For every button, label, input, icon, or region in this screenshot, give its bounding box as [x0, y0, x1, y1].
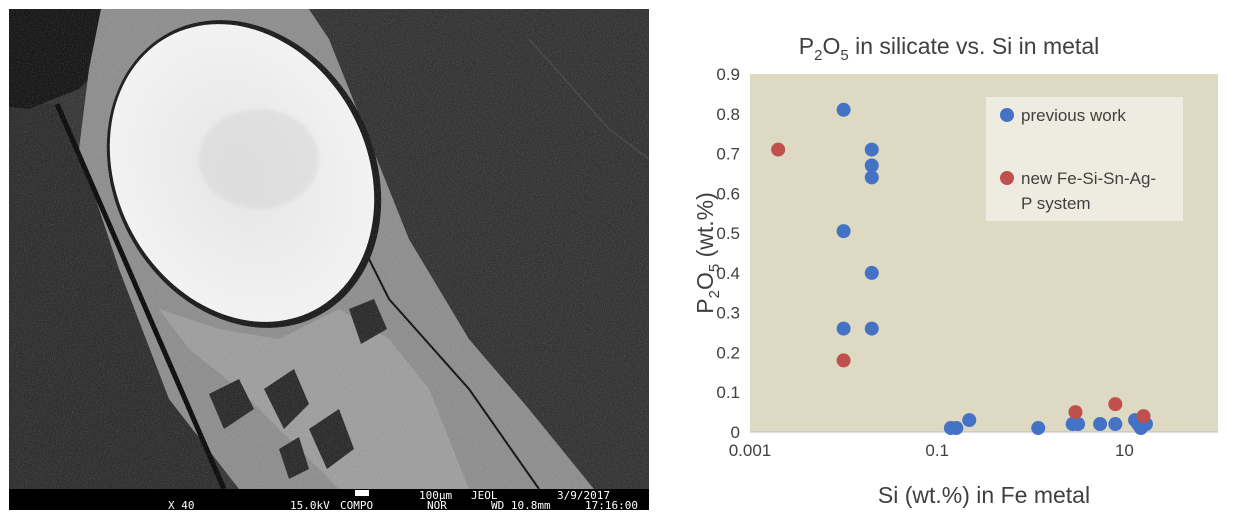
x-tick-label: 10: [1115, 441, 1134, 460]
point-previous-work: [1071, 417, 1086, 432]
legend-box: [986, 97, 1183, 221]
nor-label: NOR: [427, 499, 447, 512]
legend-label-new-system-line1: new Fe-Si-Sn-Ag-: [1021, 169, 1156, 188]
x-axis-title: Si (wt.%) in Fe metal: [878, 482, 1090, 508]
point-new-system: [836, 353, 851, 368]
date-label: 3/9/2017: [557, 489, 610, 502]
point-previous-work: [836, 321, 851, 336]
point-previous-work: [1108, 417, 1123, 432]
voltage-label: 15.0kV: [290, 499, 330, 512]
sem-micrograph: 100µm JEOL 3/9/2017 X 40 15.0kV COMPO NO…: [9, 9, 649, 512]
y-tick-label: 0: [731, 423, 740, 442]
y-tick-label: 0.6: [716, 184, 740, 203]
point-previous-work: [864, 321, 879, 336]
y-tick-label: 0.1: [716, 383, 740, 402]
chart-canvas: P2O5 in silicate vs. Si in metal 0 0.1 0.2…: [692, 33, 1218, 508]
magnification-label: X 40: [168, 499, 195, 512]
point-new-system: [1068, 405, 1083, 420]
y-tick-label: 0.8: [716, 105, 740, 124]
scale-label: 100µm: [419, 489, 453, 502]
x-tick-label: 0.001: [729, 441, 772, 460]
maker-label: JEOL: [471, 489, 498, 502]
y-tick-label: 0.4: [716, 264, 740, 283]
y-tick-label: 0.7: [716, 145, 740, 164]
y-tick-label: 0.9: [716, 65, 740, 84]
y-tick-label: 0.3: [716, 304, 740, 323]
legend-marker-previous-work: [1000, 108, 1014, 122]
point-new-system: [1136, 409, 1151, 424]
point-previous-work: [864, 265, 879, 280]
point-previous-work: [962, 413, 977, 428]
y-tick-label: 0.5: [716, 224, 740, 243]
x-axis-ticks: 0.001 0.1 10: [729, 441, 1134, 460]
point-new-system: [1108, 397, 1123, 412]
point-previous-work: [1093, 417, 1108, 432]
wd-label: WD 10.8mm: [491, 499, 551, 512]
point-previous-work: [836, 102, 851, 117]
legend-marker-new-system: [1000, 171, 1014, 185]
legend: previous work new Fe-Si-Sn-Ag- P system: [986, 97, 1183, 221]
chart-title: P2O5 in silicate vs. Si in metal: [799, 33, 1099, 64]
y-axis-ticks: 0 0.1 0.2 0.3 0.4 0.5 0.6 0.7 0.8 0.9: [716, 65, 740, 442]
scatter-chart: P2O5 in silicate vs. Si in metal 0 0.1 0.2…: [664, 9, 1244, 514]
legend-label-new-system-line2: P system: [1021, 194, 1091, 213]
point-previous-work: [1031, 421, 1046, 436]
y-axis-title: P2O5 (wt.%): [692, 192, 723, 313]
point-previous-work: [836, 224, 851, 239]
x-tick-label: 0.1: [925, 441, 949, 460]
micrograph-image: [9, 9, 649, 489]
mode-label: COMPO: [340, 499, 374, 512]
time-label: 17:16:00: [585, 499, 638, 512]
data-points: [771, 102, 1153, 436]
point-new-system: [771, 142, 786, 157]
point-previous-work: [864, 142, 879, 157]
point-previous-work: [864, 158, 879, 173]
scale-bar-mark: [355, 490, 369, 496]
micrograph-info-bar: 100µm JEOL 3/9/2017 X 40 15.0kV COMPO NO…: [9, 489, 649, 512]
y-tick-label: 0.2: [716, 343, 740, 362]
point-previous-work: [864, 170, 879, 185]
point-previous-work: [949, 421, 964, 436]
legend-label-previous-work: previous work: [1021, 106, 1126, 125]
